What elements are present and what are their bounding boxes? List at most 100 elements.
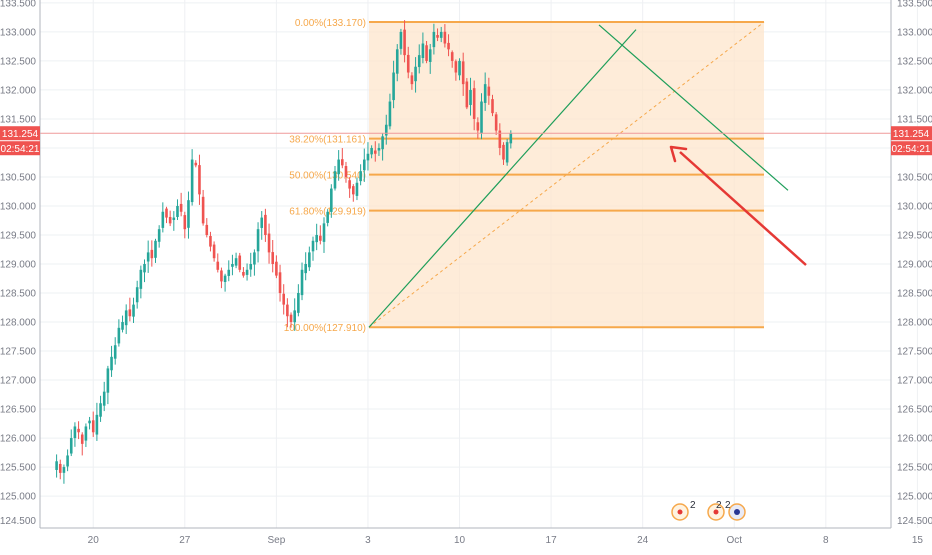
candle-body: [333, 171, 337, 189]
candle-body: [143, 264, 146, 273]
candle-body: [311, 240, 315, 252]
candle-body: [322, 223, 326, 242]
candle-body: [234, 258, 238, 266]
arrow-head: [669, 145, 688, 163]
candle-body: [201, 196, 205, 224]
candle-body: [110, 356, 113, 371]
x-tick-label: 10: [454, 535, 466, 546]
right-price-badge: [891, 126, 932, 141]
left-countdown-text: 02:54:21: [1, 144, 40, 155]
candle-body: [99, 403, 102, 417]
candle-body: [168, 216, 172, 224]
candle-body: [223, 275, 227, 283]
uptrend-line[interactable]: [368, 29, 637, 328]
y-tick-label-left: 130.000: [0, 201, 36, 212]
candle-body: [359, 171, 362, 182]
candle-body: [124, 310, 128, 326]
candle-body: [260, 217, 264, 228]
candle-body: [483, 84, 487, 103]
candle-body: [227, 269, 231, 276]
candle-body: [220, 270, 223, 282]
candle-body: [505, 142, 509, 163]
fib-level-label: 100.00%(127.910): [284, 323, 366, 334]
red-arrow-annotation[interactable]: [669, 145, 807, 266]
candle-body: [399, 31, 403, 49]
arrow-shaft: [679, 151, 807, 266]
candle-body: [253, 252, 256, 265]
candle-body: [487, 86, 491, 96]
candle-body: [381, 136, 384, 150]
candle-body: [183, 215, 187, 230]
candle-body: [62, 467, 66, 473]
left-price-badge-text: 131.254: [2, 129, 39, 140]
candle-body: [194, 162, 198, 166]
candle-body: [267, 233, 271, 253]
event-count: 2: [690, 500, 696, 511]
candle-body: [139, 269, 143, 289]
candle-body: [304, 264, 307, 274]
fib-level-label: 0.00%(133.170): [295, 18, 366, 29]
y-tick-label-right: 125.500: [897, 463, 932, 474]
y-tick-label-left: 127.000: [0, 376, 36, 387]
y-tick-label-left: 126.500: [0, 405, 36, 416]
candle-body: [84, 426, 88, 441]
candle-body: [242, 271, 245, 276]
candle-body: [377, 147, 381, 151]
x-tick-label: Sep: [267, 535, 285, 546]
event-markers[interactable]: 2 2 2: [671, 500, 746, 521]
candle-body: [472, 88, 476, 119]
candle-body: [425, 45, 428, 61]
candle-body: [297, 293, 300, 313]
candle-body: [69, 438, 73, 454]
candle-body: [293, 310, 296, 323]
x-tick-label: 17: [546, 535, 558, 546]
candle-body: [176, 205, 179, 217]
event-marker-3[interactable]: 2: [725, 500, 746, 521]
candle-body: [132, 304, 135, 317]
right-countdown-badge: [891, 141, 932, 156]
candle-body: [469, 89, 472, 105]
candle-body: [190, 159, 194, 203]
y-tick-label-left: 130.500: [0, 172, 36, 183]
y-tick-label-right: 128.000: [897, 318, 932, 329]
downtrend-line[interactable]: [598, 24, 789, 191]
candle-body: [417, 55, 421, 68]
event-count: 2: [716, 500, 722, 511]
y-tick-label-left: 128.000: [0, 318, 36, 329]
left-countdown-badge: [0, 141, 40, 156]
y-tick-label-left: 133.500: [0, 0, 36, 9]
candle-body: [447, 42, 450, 50]
candle-body: [91, 420, 95, 433]
candle-body: [341, 159, 344, 166]
candle-body: [373, 150, 377, 154]
candle-body: [458, 60, 461, 76]
fib-level-label: 50.00%(130.540): [289, 171, 366, 182]
y-tick-label-right: 125.000: [897, 492, 932, 503]
candle-body: [330, 188, 333, 212]
right-price-badge-text: 131.254: [893, 129, 930, 140]
candle-body: [414, 66, 417, 82]
event-marker-2[interactable]: 2: [707, 500, 725, 521]
x-tick-label: 27: [179, 535, 191, 546]
y-tick-label-left: 125.500: [0, 463, 36, 474]
event-marker-1[interactable]: 2: [671, 500, 696, 521]
candle-body: [494, 114, 498, 131]
candle-body: [245, 269, 249, 275]
y-tick-label-right: 124.500: [897, 516, 932, 527]
candle-body: [395, 49, 399, 74]
candle-body: [77, 428, 80, 433]
trend-lines[interactable]: [368, 24, 789, 328]
candle-body: [58, 463, 62, 473]
fibonacci-retracement[interactable]: 0.00%(133.170) 38.20%(131.161) 50.00%(130.…: [284, 18, 765, 334]
candle-body: [88, 420, 91, 424]
y-tick-label-right: 129.500: [897, 230, 932, 241]
axes: [39, 0, 892, 529]
candle-body: [55, 461, 58, 470]
candle-body: [102, 391, 106, 406]
y-tick-label-left: 128.500: [0, 289, 36, 300]
candle-body: [157, 229, 161, 242]
y-tick-label-right: 133.500: [897, 0, 932, 9]
candle-body: [326, 211, 329, 223]
